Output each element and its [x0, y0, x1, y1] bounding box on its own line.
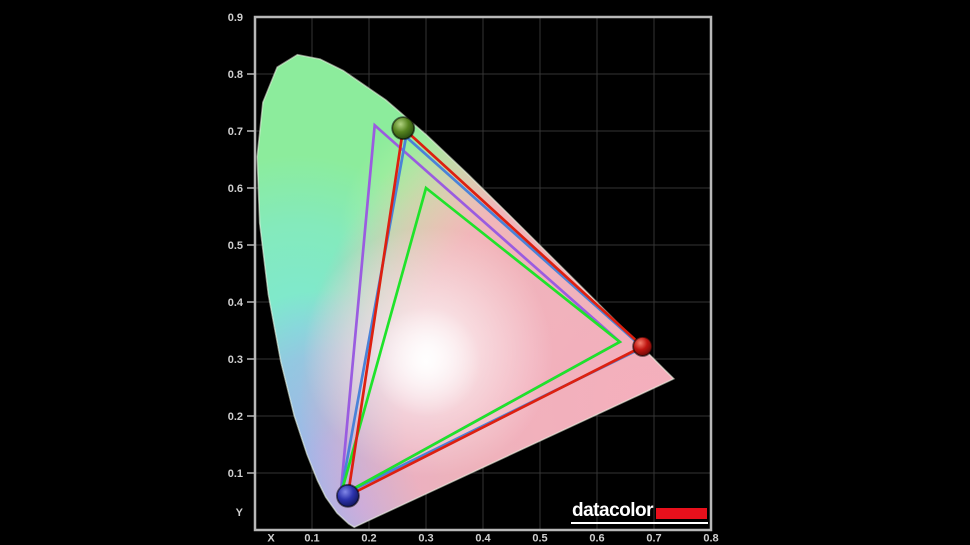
y-tick-label: 0.2	[228, 411, 243, 423]
x-tick-label: 0.5	[532, 533, 547, 545]
x-axis-title: X	[267, 533, 275, 545]
x-tick-label: 0.3	[418, 533, 433, 545]
x-tick-label: 0.2	[361, 533, 376, 545]
datacolor-logo-red-bar	[656, 508, 708, 519]
blue-primary-dot	[336, 483, 360, 508]
x-tick-label: 0.7	[646, 533, 661, 545]
y-tick-label: 0.7	[228, 126, 243, 138]
datacolor-logo: datacolor	[571, 500, 709, 524]
primary-dots	[336, 116, 653, 508]
green-primary-dot	[391, 116, 416, 141]
y-tick-label: 0.6	[228, 183, 243, 195]
y-tick-label: 0.3	[228, 354, 243, 366]
y-tick-label: 0.5	[228, 240, 243, 252]
red-primary-dot	[632, 336, 653, 357]
spectral-locus	[257, 54, 674, 528]
y-tick-label: 0.1	[228, 468, 243, 480]
green-gamut-triangle	[338, 185, 623, 499]
y-tick-label: 0.9	[228, 12, 243, 24]
gamut-triangles	[338, 122, 645, 499]
y-tick-label: 0.4	[228, 297, 244, 309]
plot-border	[253, 15, 713, 532]
x-tick-label: 0.8	[703, 533, 718, 545]
x-tick-label: 0.1	[304, 533, 319, 545]
y-tick-label: 0.8	[228, 69, 243, 81]
x-tick-label: 0.4	[475, 533, 491, 545]
red-gamut-triangle	[346, 125, 645, 499]
y-axis-title: Y	[236, 507, 244, 519]
datacolor-logo-text: datacolor	[572, 500, 654, 521]
x-tick-label: 0.6	[589, 533, 604, 545]
